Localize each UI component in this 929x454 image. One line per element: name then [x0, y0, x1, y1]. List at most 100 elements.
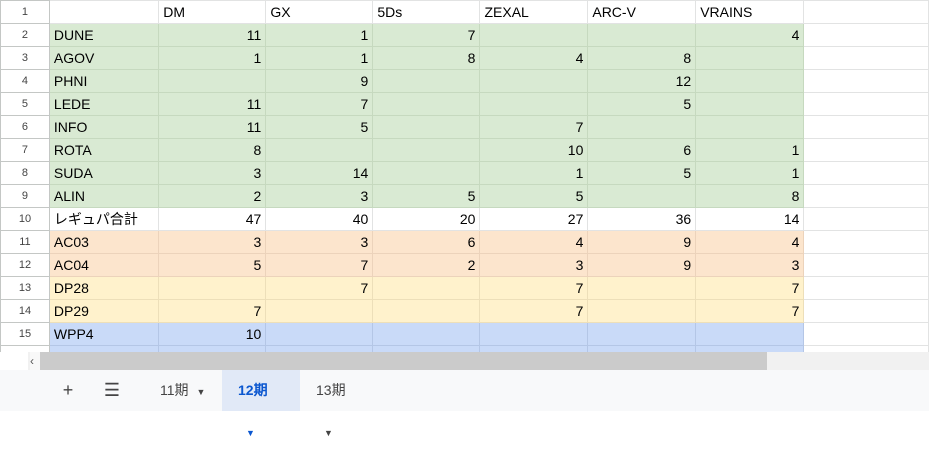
row-label-cell[interactable]: DP28 — [48, 276, 160, 300]
value-cell[interactable]: 10 — [158, 345, 267, 352]
empty-cell[interactable] — [803, 23, 929, 47]
value-cell[interactable] — [372, 138, 481, 162]
value-cell[interactable]: 47 — [158, 207, 267, 231]
row-label-cell[interactable]: ALIN — [48, 184, 160, 208]
row-header[interactable]: 8 — [0, 161, 50, 185]
value-cell[interactable]: 7 — [695, 299, 805, 323]
value-cell[interactable] — [265, 299, 374, 323]
value-cell[interactable] — [372, 92, 481, 116]
row-header[interactable]: 11 — [0, 230, 50, 254]
row-header[interactable]: 6 — [0, 115, 50, 139]
empty-cell[interactable] — [803, 138, 929, 162]
empty-cell[interactable] — [803, 0, 929, 24]
value-cell[interactable]: 5 — [158, 253, 267, 277]
value-cell[interactable]: 9 — [265, 69, 374, 93]
value-cell[interactable]: 9 — [587, 230, 697, 254]
value-cell[interactable]: 11 — [158, 92, 267, 116]
row-header[interactable]: 15 — [0, 322, 50, 346]
empty-cell[interactable] — [803, 230, 929, 254]
value-cell[interactable]: 8 — [372, 46, 481, 70]
value-cell[interactable]: 7 — [479, 276, 589, 300]
value-cell[interactable]: 40 — [265, 207, 374, 231]
horizontal-scrollbar[interactable]: ‹ — [28, 352, 929, 370]
row-label-cell[interactable]: WPP5 — [48, 345, 160, 352]
value-cell[interactable] — [372, 345, 481, 352]
value-cell[interactable]: 5 — [265, 115, 374, 139]
value-cell[interactable] — [158, 69, 267, 93]
value-cell[interactable] — [372, 276, 481, 300]
value-cell[interactable]: 14 — [695, 207, 805, 231]
empty-cell[interactable] — [803, 276, 929, 300]
value-cell[interactable]: 14 — [265, 161, 374, 185]
column-header-cell[interactable]: DM — [158, 0, 267, 24]
value-cell[interactable]: 4 — [695, 23, 805, 47]
spreadsheet-grid[interactable]: 1 DM GX 5Ds ZEXAL ARC-V VRAINS 2 DUNE 11 1 7 4 3 AGOV 1… — [0, 0, 929, 352]
value-cell[interactable]: 1 — [265, 46, 374, 70]
value-cell[interactable]: 3 — [158, 230, 267, 254]
value-cell[interactable]: 11 — [158, 23, 267, 47]
value-cell[interactable] — [479, 345, 589, 352]
empty-cell[interactable] — [803, 92, 929, 116]
add-sheet-button[interactable]: + — [53, 370, 83, 411]
value-cell[interactable]: 11 — [158, 115, 267, 139]
value-cell[interactable] — [587, 23, 697, 47]
row-label-cell[interactable]: SUDA — [48, 161, 160, 185]
scrollbar-thumb[interactable] — [40, 352, 767, 370]
empty-cell[interactable] — [803, 322, 929, 346]
empty-cell[interactable] — [803, 253, 929, 277]
value-cell[interactable]: 12 — [587, 69, 697, 93]
value-cell[interactable] — [479, 92, 589, 116]
column-header-cell[interactable] — [48, 0, 160, 24]
value-cell[interactable]: 4 — [695, 230, 805, 254]
sheet-tab-13[interactable]: 13期 ▼ — [300, 370, 378, 438]
value-cell[interactable] — [265, 138, 374, 162]
value-cell[interactable]: 8 — [587, 46, 697, 70]
column-header-cell[interactable]: GX — [265, 0, 374, 24]
row-header[interactable]: 2 — [0, 23, 50, 47]
value-cell[interactable]: 7 — [158, 299, 267, 323]
value-cell[interactable]: 1 — [695, 161, 805, 185]
row-label-cell[interactable]: ROTA — [48, 138, 160, 162]
value-cell[interactable] — [695, 46, 805, 70]
value-cell[interactable] — [372, 161, 481, 185]
value-cell[interactable]: 27 — [479, 207, 589, 231]
row-header[interactable]: 7 — [0, 138, 50, 162]
value-cell[interactable]: 1 — [479, 161, 589, 185]
empty-cell[interactable] — [803, 345, 929, 352]
row-label-cell[interactable]: DUNE — [48, 23, 160, 47]
caret-down-icon[interactable]: ▼ — [324, 428, 333, 438]
value-cell[interactable] — [587, 322, 697, 346]
row-label-cell[interactable]: PHNI — [48, 69, 160, 93]
row-header[interactable]: 3 — [0, 46, 50, 70]
value-cell[interactable]: 2 — [372, 253, 481, 277]
row-label-cell[interactable]: DP29 — [48, 299, 160, 323]
empty-cell[interactable] — [803, 161, 929, 185]
empty-cell[interactable] — [803, 207, 929, 231]
value-cell[interactable]: 6 — [372, 230, 481, 254]
row-label-cell[interactable]: LEDE — [48, 92, 160, 116]
value-cell[interactable]: 5 — [479, 184, 589, 208]
value-cell[interactable]: 7 — [695, 276, 805, 300]
value-cell[interactable]: 10 — [479, 138, 589, 162]
value-cell[interactable]: 4 — [479, 230, 589, 254]
row-label-cell[interactable]: INFO — [48, 115, 160, 139]
caret-down-icon[interactable]: ▼ — [246, 428, 255, 438]
column-header-cell[interactable]: VRAINS — [695, 0, 805, 24]
value-cell[interactable] — [695, 92, 805, 116]
row-header[interactable]: 12 — [0, 253, 50, 277]
sheet-tab-11[interactable]: 11期 ▼ — [144, 370, 222, 411]
row-header[interactable]: 5 — [0, 92, 50, 116]
all-sheets-button[interactable]: ☰ — [97, 370, 127, 411]
empty-cell[interactable] — [803, 115, 929, 139]
value-cell[interactable]: 3 — [479, 253, 589, 277]
value-cell[interactable]: 2 — [158, 184, 267, 208]
value-cell[interactable] — [372, 115, 481, 139]
value-cell[interactable] — [372, 69, 481, 93]
empty-cell[interactable] — [803, 46, 929, 70]
value-cell[interactable] — [265, 322, 374, 346]
caret-down-icon[interactable]: ▼ — [196, 387, 206, 397]
value-cell[interactable]: 7 — [265, 276, 374, 300]
value-cell[interactable]: 7 — [479, 299, 589, 323]
value-cell[interactable] — [695, 345, 805, 352]
value-cell[interactable] — [158, 276, 267, 300]
